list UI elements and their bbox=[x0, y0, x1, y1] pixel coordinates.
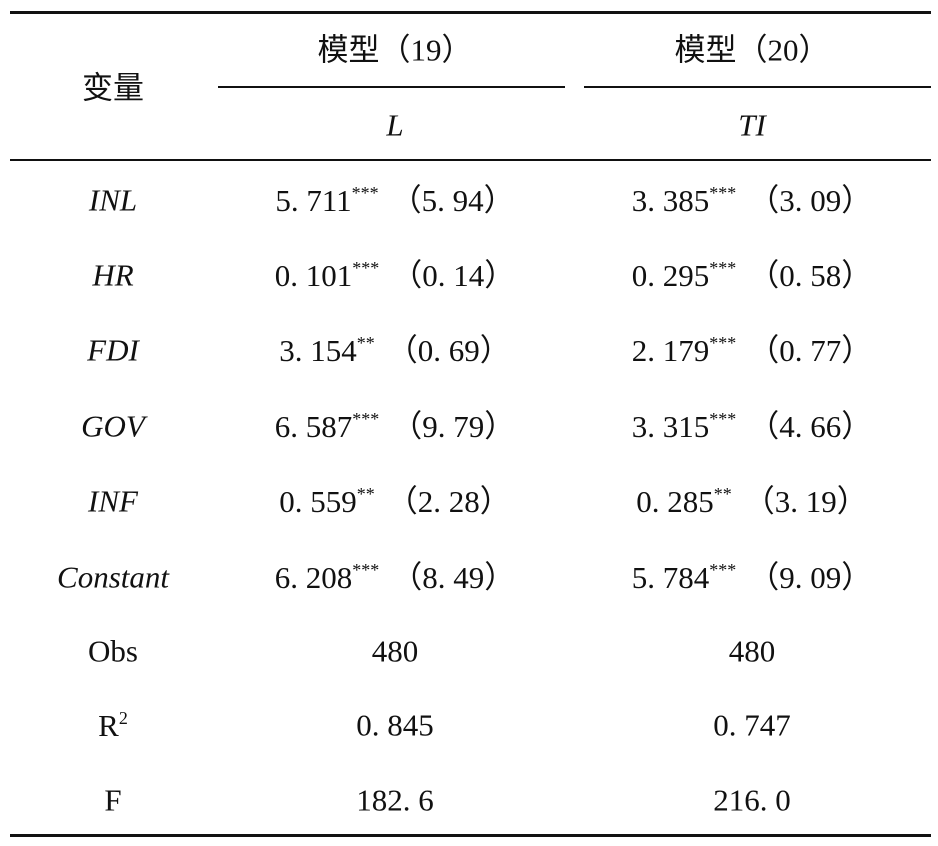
t-statistic: （8. 49） bbox=[391, 560, 516, 595]
table-cell: 6. 208*** （8. 49） bbox=[275, 561, 516, 593]
label-text: F bbox=[104, 782, 122, 818]
significance-stars: *** bbox=[709, 333, 737, 353]
coefficient: 6. 587 bbox=[274, 409, 353, 444]
significance-stars: ** bbox=[356, 333, 375, 353]
table-cell: 5. 711*** （5. 94） bbox=[275, 184, 514, 216]
significance-stars: *** bbox=[352, 258, 380, 278]
coefficient: 0. 285 bbox=[636, 484, 714, 519]
row-label: GOV bbox=[81, 411, 145, 442]
table-cell: 216. 0 bbox=[713, 785, 791, 816]
label-text: R bbox=[98, 708, 119, 743]
coefficient: 3. 385 bbox=[631, 183, 710, 218]
coefficient: 6. 208 bbox=[274, 560, 353, 595]
table-cell: 0. 845 bbox=[356, 710, 434, 741]
top-rule bbox=[10, 11, 931, 14]
label-superscript: 2 bbox=[118, 708, 128, 728]
t-statistic: （5. 94） bbox=[390, 183, 515, 218]
table-cell: 182. 6 bbox=[356, 785, 434, 816]
label-text: GOV bbox=[81, 408, 145, 444]
coefficient: 480 bbox=[728, 633, 776, 669]
t-statistic: （9. 09） bbox=[748, 560, 873, 595]
coefficient: 5. 711 bbox=[275, 183, 352, 218]
table-cell: 0. 295*** （0. 58） bbox=[632, 259, 873, 291]
bottom-rule bbox=[10, 834, 931, 837]
label-text: Obs bbox=[88, 633, 138, 669]
table-cell: 0. 285** （3. 19） bbox=[636, 485, 868, 517]
label-text: HR bbox=[92, 257, 134, 293]
table-cell: 480 bbox=[372, 636, 419, 667]
coefficient: 0. 101 bbox=[274, 258, 353, 293]
coefficient: 2. 179 bbox=[631, 333, 710, 368]
t-statistic: （0. 14） bbox=[391, 258, 516, 293]
dependent-variable: TI bbox=[738, 107, 766, 143]
t-statistic: （2. 28） bbox=[386, 484, 511, 519]
label-text: Constant bbox=[57, 559, 169, 595]
label-text: FDI bbox=[87, 332, 139, 368]
row-label: Constant bbox=[57, 562, 169, 593]
table-cell: 0. 747 bbox=[713, 710, 791, 741]
significance-stars: ** bbox=[713, 484, 732, 504]
coefficient: 0. 295 bbox=[631, 258, 710, 293]
table-cell: 5. 784*** （9. 09） bbox=[632, 561, 873, 593]
header-rule bbox=[10, 159, 931, 161]
table-cell: 6. 587*** （9. 79） bbox=[275, 410, 516, 442]
row-label: FDI bbox=[87, 335, 139, 366]
coefficient: 0. 559 bbox=[279, 484, 357, 519]
t-statistic: （3. 19） bbox=[743, 484, 868, 519]
row-label: INL bbox=[89, 185, 137, 216]
table-cell: 2. 179*** （0. 77） bbox=[632, 334, 873, 366]
t-statistic: （0. 69） bbox=[386, 333, 511, 368]
t-statistic: （0. 58） bbox=[748, 258, 873, 293]
t-statistic: （0. 77） bbox=[748, 333, 873, 368]
significance-stars: *** bbox=[709, 560, 737, 580]
table-cell: 3. 154** （0. 69） bbox=[279, 334, 511, 366]
coefficient: 0. 747 bbox=[713, 707, 791, 743]
significance-stars: *** bbox=[709, 409, 737, 429]
coefficient: 0. 845 bbox=[356, 707, 434, 743]
row-label: INF bbox=[88, 486, 138, 517]
coefficient: 3. 154 bbox=[279, 333, 357, 368]
table-cell: 3. 315*** （4. 66） bbox=[632, 410, 873, 442]
model-title: 模型（19） bbox=[317, 32, 473, 68]
significance-stars: ** bbox=[356, 484, 375, 504]
significance-stars: *** bbox=[352, 409, 380, 429]
coefficient: 182. 6 bbox=[356, 782, 434, 818]
table-cell: 0. 559** （2. 28） bbox=[279, 485, 511, 517]
table-cell: 480 bbox=[729, 636, 776, 667]
t-statistic: （9. 79） bbox=[391, 409, 516, 444]
significance-stars: *** bbox=[351, 183, 379, 203]
label-text: INF bbox=[88, 483, 138, 519]
row-label: Obs bbox=[88, 636, 138, 667]
row-label: F bbox=[104, 785, 121, 816]
row-label: HR bbox=[92, 260, 133, 291]
significance-stars: *** bbox=[709, 183, 737, 203]
label-text: INL bbox=[88, 182, 138, 218]
t-statistic: （3. 09） bbox=[748, 183, 873, 218]
table-cell: 0. 101*** （0. 14） bbox=[275, 259, 516, 291]
coefficient: 5. 784 bbox=[631, 560, 710, 595]
model-rule bbox=[218, 86, 565, 88]
model-title: 模型（20） bbox=[674, 32, 830, 68]
coefficient: 216. 0 bbox=[713, 782, 791, 818]
dependent-variable: L bbox=[386, 107, 404, 143]
row-label: R2 bbox=[98, 709, 128, 741]
significance-stars: *** bbox=[352, 560, 380, 580]
significance-stars: *** bbox=[709, 258, 737, 278]
table-cell: 3. 385*** （3. 09） bbox=[632, 184, 873, 216]
model-rule bbox=[584, 86, 931, 88]
coefficient: 3. 315 bbox=[631, 409, 710, 444]
variable-header: 变量 bbox=[82, 70, 144, 106]
coefficient: 480 bbox=[371, 633, 419, 669]
t-statistic: （4. 66） bbox=[748, 409, 873, 444]
